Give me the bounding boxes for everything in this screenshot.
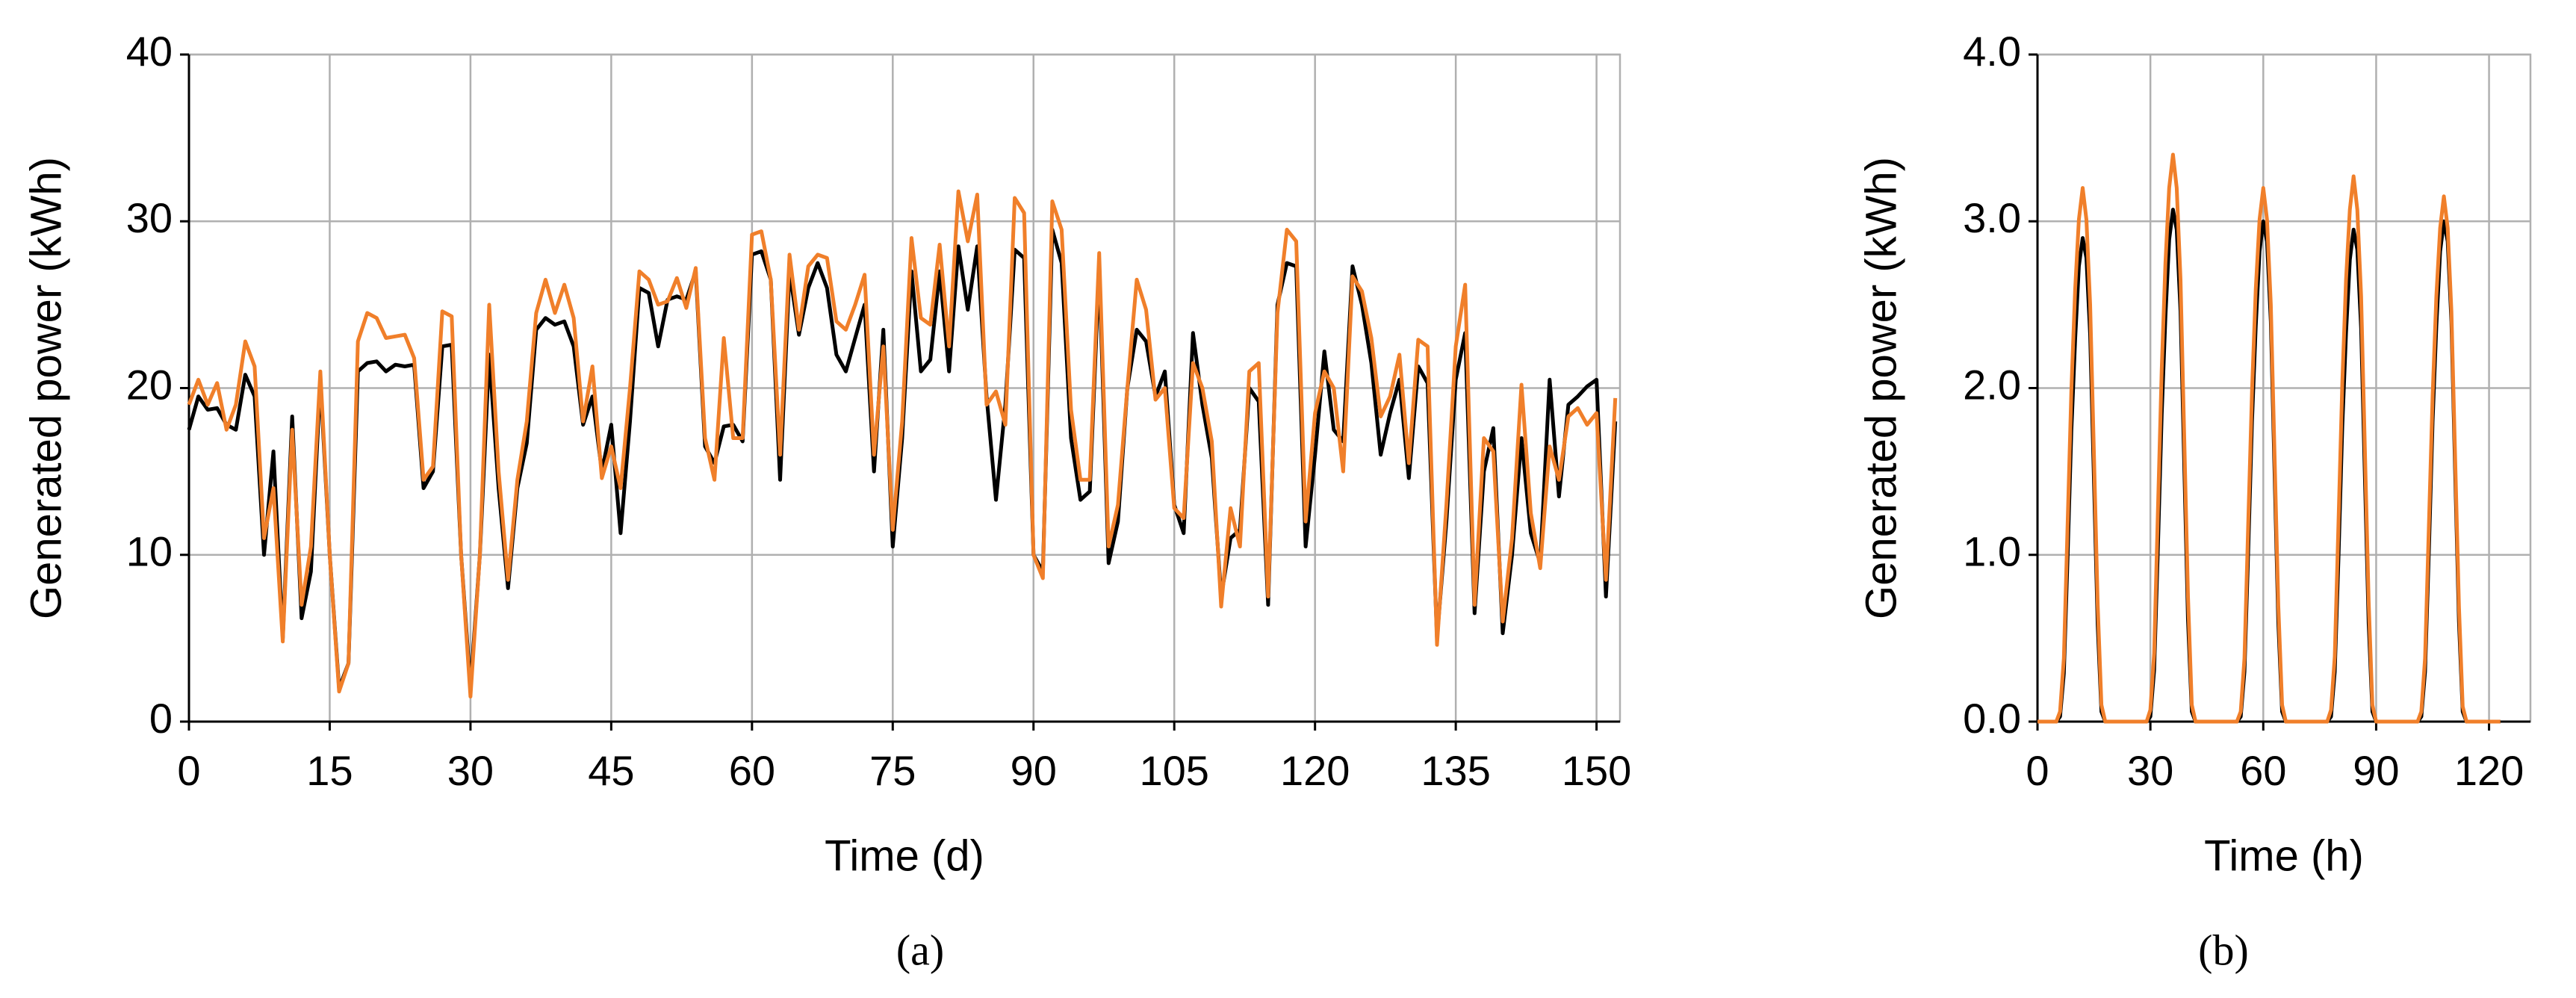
x-tick-label: 90 — [1011, 747, 1057, 794]
x-tick-label: 60 — [2240, 747, 2286, 794]
x-tick-label: 105 — [1139, 747, 1208, 794]
x-tick-label: 150 — [1562, 747, 1631, 794]
panel-caption: (b) — [2198, 926, 2249, 974]
x-tick-label: 30 — [2127, 747, 2173, 794]
series-line — [187, 189, 1618, 698]
y-tick-label: 3.0 — [1963, 194, 2021, 241]
x-tick-label: 15 — [306, 747, 353, 794]
x-axis-label: Time (h) — [2204, 831, 2364, 880]
series-line — [187, 227, 1618, 690]
y-tick-label: 10 — [126, 528, 173, 575]
y-tick-label: 1.0 — [1963, 528, 2021, 575]
y-tick-label: 20 — [126, 361, 173, 408]
y-tick-label: 4.0 — [1963, 28, 2021, 75]
x-tick-label: 60 — [729, 747, 775, 794]
y-tick-label: 0 — [149, 695, 173, 742]
y-axis-label: Generated power (kWh) — [1857, 157, 1905, 619]
x-tick-label: 135 — [1421, 747, 1490, 794]
y-tick-label: 2.0 — [1963, 361, 2021, 408]
x-tick-label: 90 — [2353, 747, 2399, 794]
x-tick-label: 75 — [869, 747, 916, 794]
x-tick-label: 0 — [177, 747, 200, 794]
x-tick-label: 120 — [1280, 747, 1350, 794]
x-tick-label: 30 — [447, 747, 494, 794]
series-line — [2037, 152, 2501, 724]
y-tick-label: 40 — [126, 28, 173, 75]
x-tick-label: 0 — [2026, 747, 2049, 794]
x-axis-label: Time (d) — [825, 831, 984, 880]
panel-caption: (a) — [896, 926, 944, 974]
y-tick-label: 0.0 — [1963, 695, 2021, 742]
y-tick-label: 30 — [126, 194, 173, 241]
y-axis-label: Generated power (kWh) — [22, 157, 70, 619]
x-tick-label: 45 — [588, 747, 634, 794]
x-tick-label: 120 — [2454, 747, 2524, 794]
